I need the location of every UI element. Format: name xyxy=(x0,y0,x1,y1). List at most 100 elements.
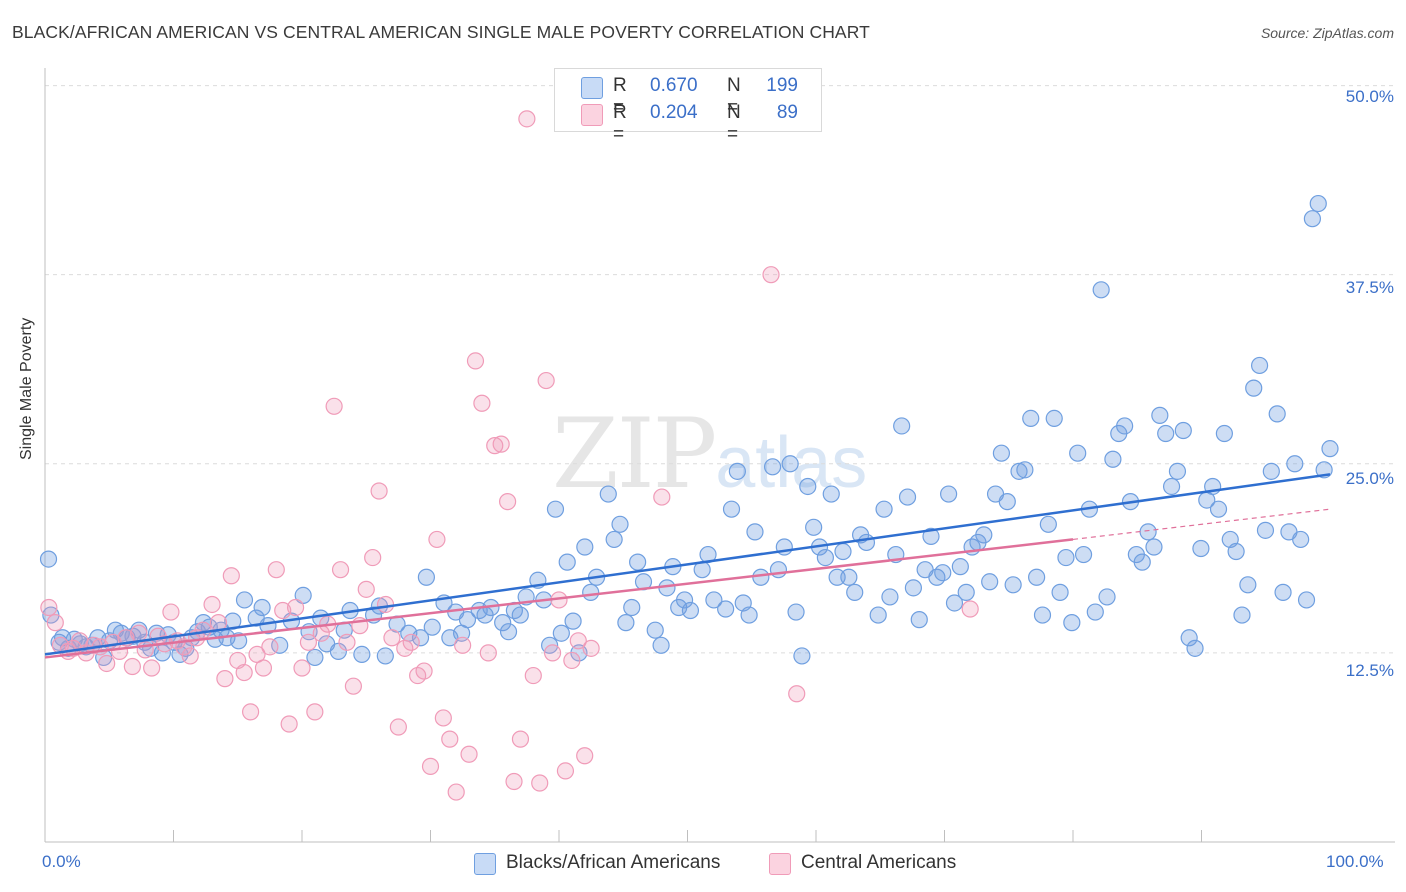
data-point xyxy=(473,394,491,412)
data-point xyxy=(524,666,542,685)
data-point xyxy=(569,632,587,650)
data-point xyxy=(1239,576,1257,594)
data-point xyxy=(1092,281,1110,299)
legend-n-label: N = xyxy=(727,75,741,118)
data-point xyxy=(235,591,254,609)
data-point xyxy=(705,591,723,609)
data-point xyxy=(518,110,536,128)
data-point xyxy=(951,558,969,576)
legend-r-value: 0.670 xyxy=(650,75,698,96)
data-point xyxy=(945,594,964,612)
data-point xyxy=(376,595,395,614)
data-point xyxy=(123,657,141,676)
data-point xyxy=(294,586,312,605)
data-point xyxy=(717,600,735,618)
y-tick-label: 37.5% xyxy=(1345,278,1394,297)
data-point xyxy=(961,600,979,618)
data-point xyxy=(576,538,594,556)
data-point xyxy=(280,715,298,733)
data-point xyxy=(253,598,271,617)
data-point xyxy=(617,614,635,632)
data-point xyxy=(981,573,999,591)
data-point xyxy=(331,561,350,579)
data-point xyxy=(1186,639,1204,657)
data-point xyxy=(1274,583,1292,601)
data-point xyxy=(799,477,817,496)
data-point xyxy=(653,488,671,506)
data-point xyxy=(194,621,212,639)
data-point xyxy=(1168,462,1187,480)
data-point xyxy=(563,651,581,670)
data-point xyxy=(1057,548,1075,567)
data-point xyxy=(846,583,864,601)
data-point xyxy=(1022,409,1040,427)
data-point xyxy=(546,500,565,518)
data-point xyxy=(370,482,388,500)
data-point xyxy=(763,458,782,476)
data-point xyxy=(1145,538,1163,556)
data-point xyxy=(494,614,512,632)
y-tick-label: 50.0% xyxy=(1345,87,1394,106)
data-point xyxy=(162,603,180,621)
legend-r-label: R = xyxy=(613,75,627,118)
data-point xyxy=(511,730,530,748)
data-point xyxy=(261,638,279,656)
data-point xyxy=(623,598,641,617)
data-point xyxy=(793,647,811,665)
data-point xyxy=(364,548,382,567)
data-point xyxy=(353,645,371,664)
data-point xyxy=(1116,417,1134,435)
data-point xyxy=(646,621,664,639)
data-point xyxy=(1157,424,1175,443)
data-point xyxy=(816,548,834,567)
data-point xyxy=(415,662,433,680)
legend-n-value: 89 xyxy=(776,102,798,123)
data-point xyxy=(1039,515,1057,533)
data-point xyxy=(181,647,199,665)
legend-r-label: R = xyxy=(613,102,627,145)
data-point xyxy=(599,485,617,503)
data-point xyxy=(421,757,440,775)
series-legend-label: Blacks/African Americans xyxy=(506,852,721,873)
data-point xyxy=(1321,440,1339,458)
data-point xyxy=(998,493,1016,511)
data-point xyxy=(423,618,441,636)
data-point xyxy=(1033,606,1052,624)
data-point xyxy=(1262,462,1280,480)
watermark: ZIPatlas xyxy=(552,398,867,510)
data-point xyxy=(1086,603,1104,621)
data-point xyxy=(940,485,958,503)
data-point xyxy=(1174,421,1192,440)
data-point xyxy=(1292,530,1310,549)
data-point xyxy=(537,371,555,390)
data-point xyxy=(357,580,375,598)
data-point xyxy=(822,485,840,503)
data-point xyxy=(1069,444,1087,462)
data-point xyxy=(428,530,446,549)
data-point xyxy=(681,601,700,620)
data-point xyxy=(441,730,459,748)
data-point xyxy=(893,417,911,435)
data-point xyxy=(1209,500,1228,518)
data-point xyxy=(286,598,305,617)
data-point xyxy=(499,623,518,641)
data-point xyxy=(402,633,420,651)
data-point xyxy=(576,747,594,765)
data-point xyxy=(611,515,629,533)
data-point xyxy=(1004,576,1022,594)
data-point xyxy=(1303,210,1321,228)
legend-n-value: 199 xyxy=(766,75,798,96)
data-point xyxy=(293,659,311,677)
data-point xyxy=(454,636,472,654)
data-point xyxy=(40,598,58,617)
data-point xyxy=(652,636,670,654)
data-point xyxy=(975,526,993,544)
data-point xyxy=(254,659,273,677)
data-point xyxy=(922,527,940,546)
data-point xyxy=(299,633,318,651)
data-point xyxy=(746,523,764,541)
series-legend-label: Central Americans xyxy=(801,852,957,873)
data-point xyxy=(376,647,394,665)
series-swatch-pink xyxy=(769,853,791,875)
